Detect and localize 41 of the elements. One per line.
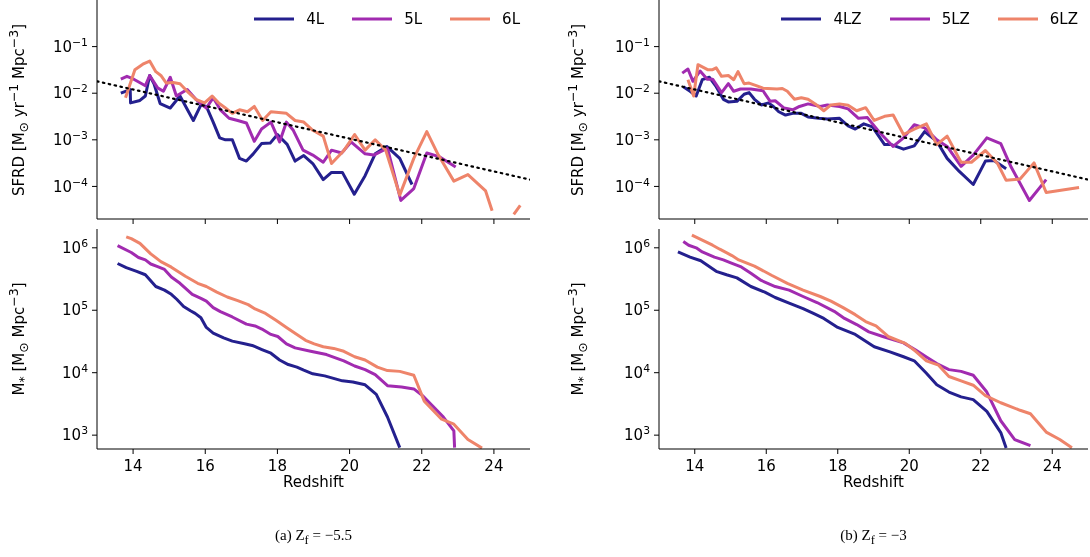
y-tick-label: 10$^{−2}$ (52, 81, 88, 103)
x-tick-label: 16 (756, 457, 776, 475)
y-tick-label: 10$^{−3}$ (52, 128, 88, 150)
x-tick-label: 16 (195, 457, 215, 475)
legend-label: 6LZ (1049, 10, 1078, 28)
y-tick-label: 10$^{−2}$ (614, 81, 650, 103)
x-tick-label: 20 (899, 457, 919, 475)
legend-label: 5L (404, 10, 423, 28)
x-axis-title: Redshift (843, 473, 904, 491)
x-tick-label: 20 (340, 457, 360, 475)
x-tick-label: 14 (123, 457, 143, 475)
x-tick-label: 18 (828, 457, 848, 475)
y-tick-label: 10$^{−1}$ (614, 35, 650, 56)
x-tick-label: 14 (685, 457, 705, 475)
text: (a) Z$_{f}$ = −5.5 (274, 527, 353, 548)
x-axis-title: Redshift (283, 473, 344, 491)
text: (b) Z$_{f}$ = −3 (839, 527, 908, 548)
y-tick-label: 10$^{−1}$ (52, 35, 88, 56)
line-series (686, 63, 1081, 195)
x-tick-label: 22 (412, 457, 432, 475)
y-tick-label: 10$^{3}$ (624, 423, 650, 445)
x-tick-label: 24 (1042, 457, 1062, 475)
y-tick-label: 10$^{5}$ (62, 299, 88, 320)
line-series (690, 233, 1074, 449)
x-tick-label: 18 (267, 457, 287, 475)
y-tick-label: 10$^{5}$ (624, 299, 650, 320)
y-tick-label: 10$^{3}$ (62, 423, 88, 445)
x-tick-label: 24 (484, 457, 504, 475)
x-tick-label: 22 (971, 457, 991, 475)
y-tick-label: 10$^{6}$ (62, 236, 89, 258)
y-tick-label: 10$^{4}$ (62, 361, 89, 382)
legend-label: 6L (502, 10, 520, 28)
y-tick-label: 10$^{−4}$ (52, 175, 89, 196)
y-tick-label: 10$^{−4}$ (614, 175, 651, 196)
y-tick-label: 10$^{−3}$ (614, 128, 650, 150)
legend-label: 5LZ (941, 10, 970, 28)
legend-label: 4L (306, 10, 325, 28)
y-tick-label: 10$^{4}$ (624, 361, 651, 382)
legend-label: 4LZ (833, 10, 862, 28)
line-series (116, 262, 402, 449)
y-tick-label: 10$^{6}$ (624, 236, 651, 258)
